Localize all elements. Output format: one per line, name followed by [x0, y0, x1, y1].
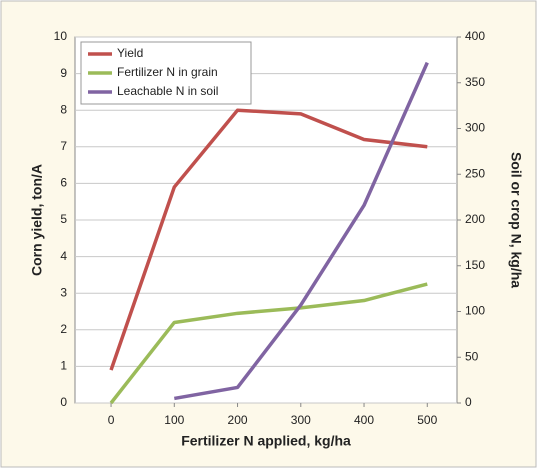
legend-label: Yield: [117, 46, 143, 60]
y-tick-label: 6: [60, 176, 67, 190]
y2-tick-label: 300: [465, 121, 485, 135]
legend-label: Fertilizer N in grain: [117, 65, 218, 79]
y-tick-label: 4: [60, 249, 67, 263]
y-tick-label: 8: [60, 102, 67, 116]
line: [109, 282, 428, 405]
x-axis-label: Fertilizer N applied, kg/ha: [181, 433, 351, 449]
y2-tick-label: 400: [465, 29, 485, 43]
y2-tick-label: 0: [465, 395, 472, 409]
y-tick-label: 9: [60, 66, 67, 80]
legend-label: Leachable N in soil: [117, 84, 218, 98]
x-tick-label: 500: [417, 413, 437, 427]
y-tick-label: 0: [60, 395, 67, 409]
x-tick-label: 300: [291, 413, 311, 427]
y-tick-label: 5: [60, 212, 67, 226]
x-tick-label: 400: [354, 413, 374, 427]
line: [173, 61, 429, 401]
y2-tick-label: 50: [465, 349, 479, 363]
y-tick-label: 7: [60, 139, 67, 153]
y2-tick-label: 150: [465, 258, 485, 272]
x-tick-label: 100: [164, 413, 184, 427]
x-tick-label: 0: [108, 413, 115, 427]
line: [109, 108, 428, 371]
y2-tick-label: 250: [465, 166, 485, 180]
y2-tick-label: 350: [465, 75, 485, 89]
y-tick-label: 1: [60, 359, 67, 373]
y2-tick-label: 100: [465, 304, 485, 318]
y-axis-label: Corn yield, ton/A: [29, 164, 45, 276]
y-tick-label: 2: [60, 322, 67, 336]
y-tick-label: 3: [60, 285, 67, 299]
y2-tick-label: 200: [465, 212, 485, 226]
y-tick-label: 10: [54, 29, 68, 43]
y2-axis-label: Soil or crop N, kg/ha: [508, 152, 524, 288]
x-tick-label: 200: [228, 413, 248, 427]
